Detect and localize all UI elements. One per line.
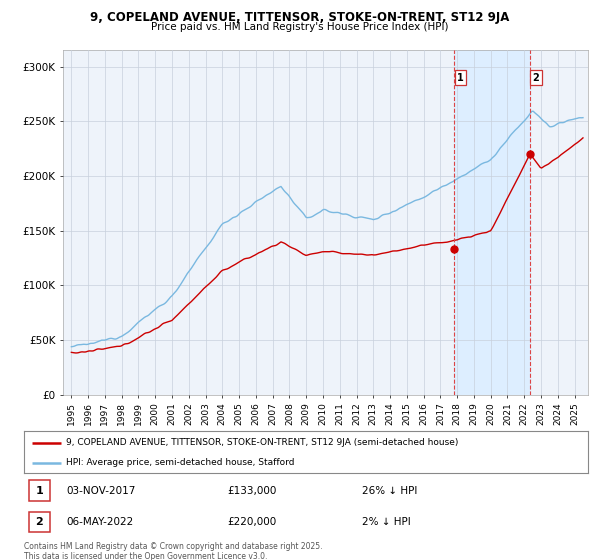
FancyBboxPatch shape bbox=[29, 512, 50, 532]
Bar bbox=[454, 50, 530, 395]
Text: 9, COPELAND AVENUE, TITTENSOR, STOKE-ON-TRENT, ST12 9JA: 9, COPELAND AVENUE, TITTENSOR, STOKE-ON-… bbox=[91, 11, 509, 24]
Text: Contains HM Land Registry data © Crown copyright and database right 2025.
This d: Contains HM Land Registry data © Crown c… bbox=[24, 542, 323, 560]
Text: 2: 2 bbox=[35, 517, 43, 527]
Text: Price paid vs. HM Land Registry's House Price Index (HPI): Price paid vs. HM Land Registry's House … bbox=[151, 22, 449, 32]
Text: 26% ↓ HPI: 26% ↓ HPI bbox=[362, 486, 418, 496]
Text: £220,000: £220,000 bbox=[227, 517, 276, 527]
Text: 1: 1 bbox=[457, 73, 464, 83]
Text: 06-MAY-2022: 06-MAY-2022 bbox=[66, 517, 134, 527]
Text: HPI: Average price, semi-detached house, Stafford: HPI: Average price, semi-detached house,… bbox=[66, 458, 295, 467]
Text: 1: 1 bbox=[35, 486, 43, 496]
FancyBboxPatch shape bbox=[29, 480, 50, 501]
Text: 2% ↓ HPI: 2% ↓ HPI bbox=[362, 517, 411, 527]
Text: 2: 2 bbox=[533, 73, 539, 83]
Text: 9, COPELAND AVENUE, TITTENSOR, STOKE-ON-TRENT, ST12 9JA (semi-detached house): 9, COPELAND AVENUE, TITTENSOR, STOKE-ON-… bbox=[66, 438, 458, 447]
Text: £133,000: £133,000 bbox=[227, 486, 277, 496]
Text: 03-NOV-2017: 03-NOV-2017 bbox=[66, 486, 136, 496]
